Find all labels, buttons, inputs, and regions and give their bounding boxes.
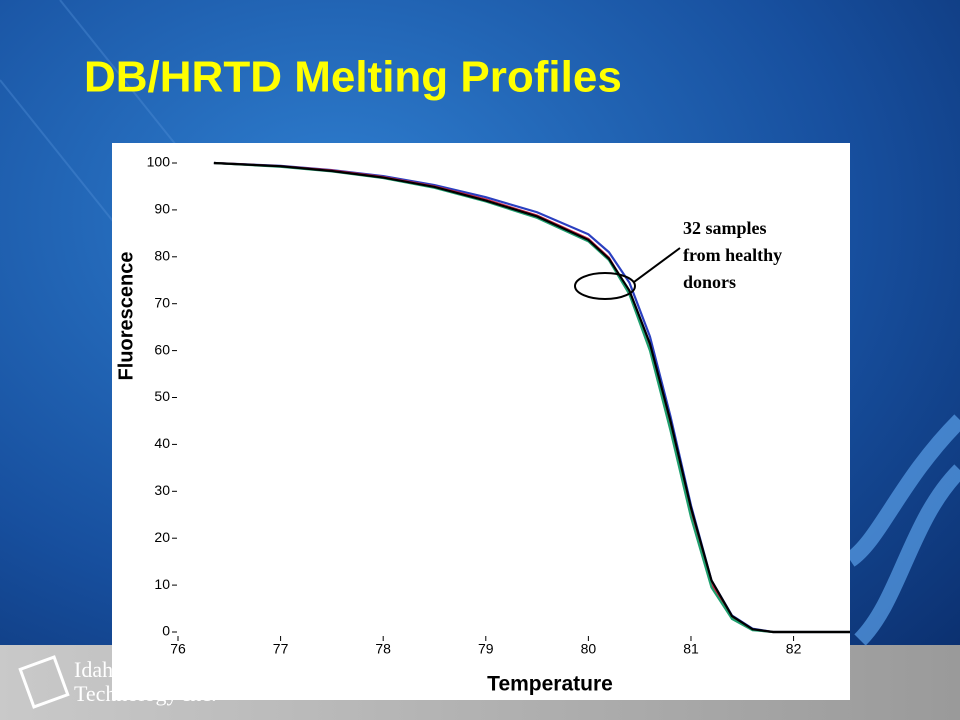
y-tick-label: 10 — [154, 576, 170, 592]
y-tick-label: 80 — [154, 248, 170, 264]
y-tick-label: 70 — [154, 294, 170, 310]
x-tick-label: 78 — [375, 641, 391, 657]
annotation-line — [633, 247, 681, 283]
x-tick-label: 80 — [581, 641, 597, 657]
dna-decoration — [845, 414, 960, 646]
logo-icon — [18, 655, 70, 709]
annotation: 32 samples from healthy donors — [683, 218, 782, 292]
data-line — [213, 161, 850, 634]
y-axis-label: Fluorescence — [115, 252, 137, 381]
slide-title: DB/HRTD Melting Profiles — [84, 53, 622, 102]
annotation-text: from healthy — [683, 245, 782, 265]
annotation-ellipse — [574, 272, 636, 300]
x-tick-label: 82 — [786, 641, 802, 657]
x-axis-label: Temperature — [487, 673, 613, 696]
x-tick-label: 76 — [170, 641, 186, 657]
x-tick-label: 77 — [273, 641, 289, 657]
y-tick-label: 20 — [154, 529, 170, 545]
x-tick-label: 79 — [478, 641, 494, 657]
y-tick-label: 60 — [154, 341, 170, 357]
y-tick-label: 50 — [154, 388, 170, 404]
y-tick-label: 100 — [147, 154, 171, 170]
y-tick-label: 30 — [154, 482, 170, 498]
plot: 0 10 20 30 40 50 60 70 80 90 100 76 77 78 79 80 81 82 — [147, 154, 850, 657]
annotation-text: 32 samples — [683, 218, 767, 238]
x-tick-label: 81 — [683, 641, 699, 657]
y-tick-label: 0 — [162, 623, 170, 639]
y-tick-label: 90 — [154, 201, 170, 217]
y-tick-label: 40 — [154, 435, 170, 451]
annotation-text: donors — [683, 272, 736, 292]
